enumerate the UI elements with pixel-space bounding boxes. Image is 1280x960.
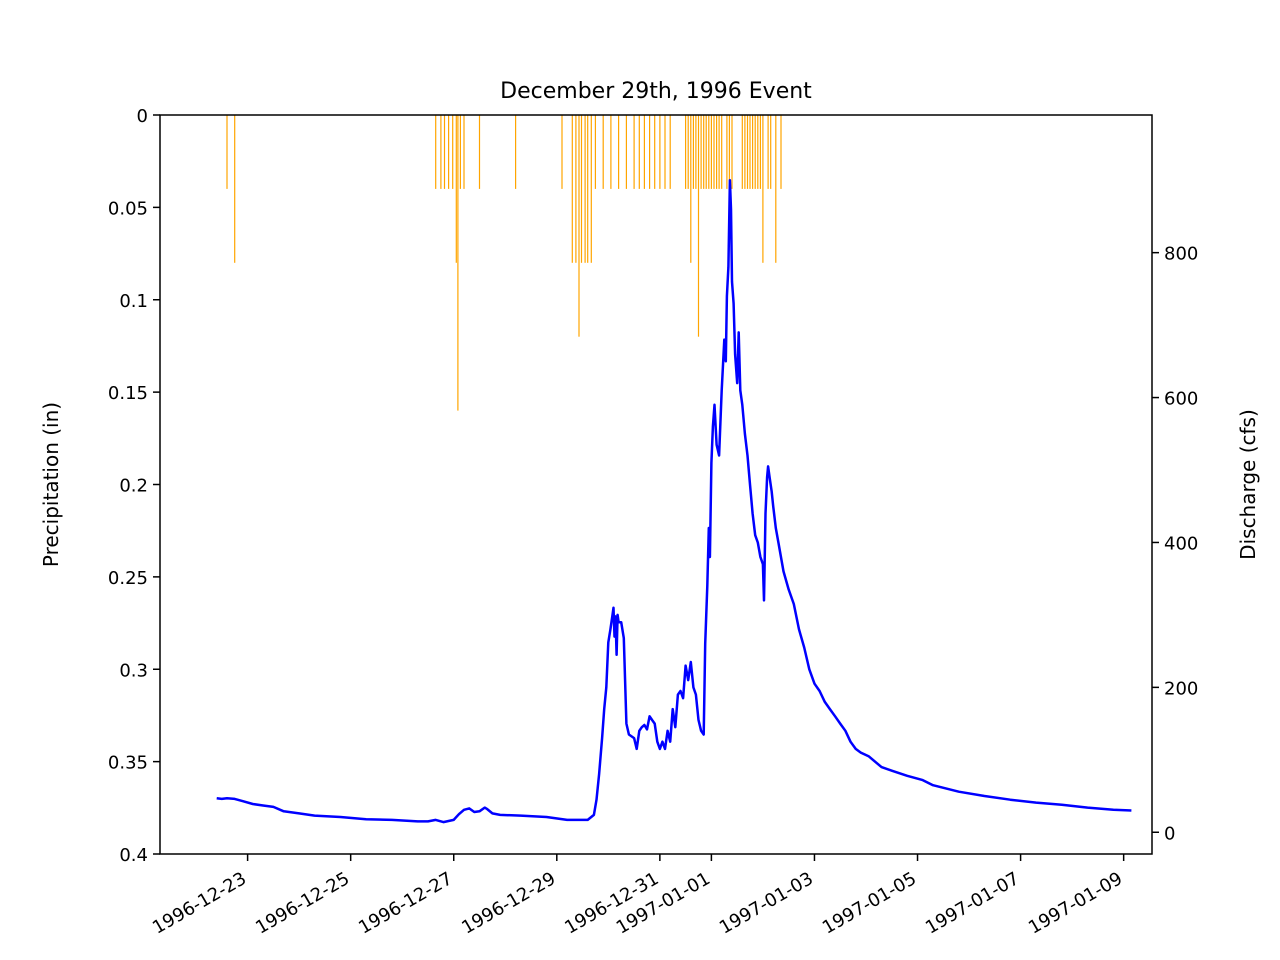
precipitation-bar [710,115,712,189]
x-tick-label: 1996-12-23 [149,868,250,938]
left-axis-ticks: 0 0.05 0.1 0.15 0.2 0.25 0.3 0.35 0.4 [108,106,160,866]
precipitation-bar [692,115,694,189]
left-tick-label: 0.15 [108,383,148,404]
precipitation-bar [700,115,702,189]
precipitation-bar [443,115,446,189]
precipitation-bar [610,115,612,189]
precipitation-bar [726,115,728,189]
precipitation-bar [234,115,236,263]
precipitation-bar [708,115,710,189]
precipitation-bar [478,115,481,189]
right-tick-label: 200 [1164,678,1198,699]
precipitation-bar [687,115,689,189]
precipitation-bar [654,115,656,189]
right-tick-label: 0 [1164,823,1175,844]
left-tick-label: 0.2 [119,476,148,497]
precipitation-bar [703,115,705,189]
precipitation-bar [762,115,764,263]
precipitation-bar [695,115,697,189]
precipitation-bar [571,115,573,263]
precipitation-bar [625,115,627,189]
discharge-line [216,178,1132,824]
precipitation-bar [685,115,687,189]
precipitation-bar [754,115,756,189]
precipitation-bar [770,115,772,189]
precipitation-bar [767,115,769,189]
left-tick-label: 0.3 [119,660,148,681]
precipitation-bar [633,115,635,189]
precipitation-bar [638,115,640,189]
x-tick-label: 1997-01-07 [922,868,1023,938]
precipitation-bar [602,115,604,189]
precipitation-bar [578,115,580,337]
precipitation-bar [580,115,583,263]
precipitation-bar [718,115,720,189]
precipitation-bar [452,115,454,189]
plot-frame [159,114,1153,855]
x-tick-label: 1997-01-03 [716,868,817,938]
precipitation-bar [697,115,700,337]
precipitation-bar [690,115,692,263]
precipitation-bar [457,115,459,411]
precipitation-bar [664,115,666,189]
left-axis-label: Precipitation (in) [39,402,63,567]
precipitation-bar [713,115,715,189]
precipitation-bar [749,115,751,189]
right-tick-label: 600 [1164,389,1198,410]
x-tick-label: 1997-01-09 [1025,868,1126,938]
precipitation-bar [463,115,465,189]
precipitation-bar [594,115,596,189]
precipitation-bar [226,115,228,189]
precipitation-bar [780,115,782,189]
x-tick-label: 1996-12-25 [252,868,353,938]
precipitation-bar [515,115,517,189]
left-tick-label: 0.4 [119,845,148,866]
precipitation-bar [659,115,661,189]
precipitation-bar [721,115,723,189]
precipitation-bar [741,115,743,189]
precipitation-bar [584,115,586,263]
left-tick-label: 0 [137,106,148,127]
right-tick-label: 800 [1164,244,1198,265]
precipitation-bar [744,115,746,189]
precipitation-bar [618,115,620,189]
precipitation-bar [459,115,461,189]
precipitation-bar [455,115,457,263]
precipitation-bar [575,115,577,263]
chart-title: December 29th, 1996 Event [500,79,812,104]
precipitation-bar [649,115,651,189]
precipitation-bar [759,115,761,189]
precipitation-bar [435,115,437,189]
precipitation-bar [643,115,645,189]
right-axis-label: Discharge (cfs) [1236,409,1260,560]
x-tick-label: 1997-01-05 [819,868,920,938]
left-tick-label: 0.25 [108,568,148,589]
precipitation-bar [705,115,707,189]
precipitation-bar [716,115,718,189]
left-tick-label: 0.1 [119,291,148,312]
x-tick-label: 1996-12-29 [458,868,559,938]
precipitation-bar [757,115,759,189]
precipitation-bar [728,115,730,189]
precipitation-bar [587,115,589,263]
precipitation-bar [448,115,450,189]
precipitation-bar [731,115,733,189]
left-tick-label: 0.35 [108,753,148,774]
precipitation-bar [775,115,777,263]
right-axis-ticks: 0 200 400 600 800 [1152,244,1198,844]
left-tick-label: 0.05 [108,198,148,219]
precipitation-bar [561,115,563,189]
right-tick-label: 400 [1164,533,1198,554]
precipitation-bar [440,115,442,189]
precipitation-bars [226,115,782,411]
precipitation-bar [669,115,671,189]
precipitation-bar [752,115,754,189]
x-tick-label: 1996-12-27 [355,868,456,938]
precipitation-bar [746,115,749,189]
precipitation-bar [590,115,592,263]
x-axis-ticks: 1996-12-23 1996-12-25 1996-12-27 1996-12-29… [149,854,1126,939]
